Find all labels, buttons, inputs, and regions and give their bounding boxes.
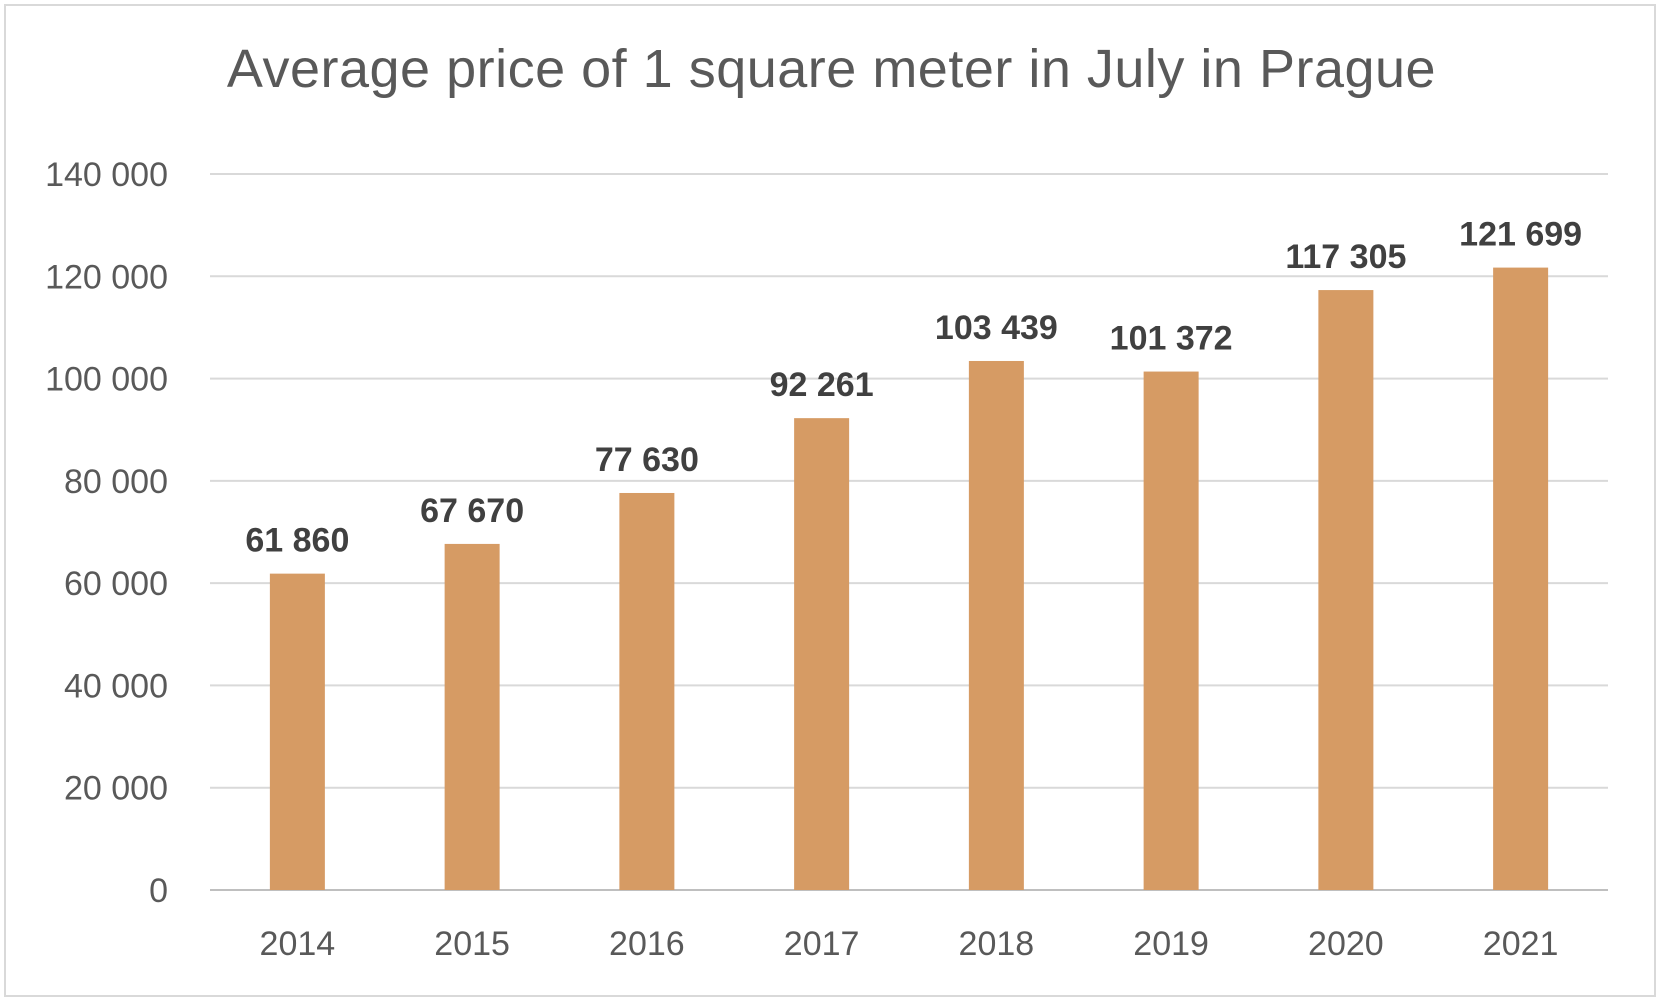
y-tick-label: 60 000 [64,565,168,603]
data-label: 67 670 [420,492,524,530]
y-axis-labels: 0 20 000 40 000 60 000 80 000 100 000 120 000 1… [45,156,168,910]
y-tick-label: 20 000 [64,770,168,808]
data-labels: 61 860 67 670 77 630 92 261 103 439 101 372 11… [245,216,1582,560]
chart-title: Average price of 1 square meter in July … [226,39,1437,99]
bar [444,543,500,890]
bar [794,418,850,890]
y-tick-label: 80 000 [64,463,168,501]
bar [1493,267,1549,890]
x-tick-label: 2021 [1483,925,1559,963]
x-tick-label: 2014 [260,925,336,963]
x-tick-label: 2020 [1308,925,1384,963]
y-tick-label: 0 [149,872,168,910]
data-label: 103 439 [935,309,1058,347]
gridlines [210,173,1608,891]
x-tick-label: 2017 [784,925,860,963]
data-label: 92 261 [770,366,874,404]
x-axis-labels: 2014 2015 2016 2017 2018 2019 2020 2021 [260,925,1559,963]
y-tick-label: 100 000 [45,361,168,399]
data-label: 117 305 [1285,238,1406,276]
bar [619,492,675,890]
y-tick-label: 40 000 [64,667,168,705]
y-tick-label: 120 000 [45,258,168,296]
bar [1318,290,1374,890]
x-tick-label: 2016 [609,925,685,963]
x-tick-label: 2019 [1133,925,1209,963]
bars [269,267,1549,890]
data-label: 77 630 [595,441,699,479]
x-tick-label: 2015 [434,925,510,963]
bar [269,573,325,890]
x-tick-label: 2018 [959,925,1035,963]
data-label: 61 860 [245,522,349,560]
data-label: 101 372 [1110,320,1233,358]
data-label: 121 699 [1459,216,1582,254]
y-tick-label: 140 000 [45,156,168,194]
bar [968,360,1024,890]
bar [1143,371,1199,890]
